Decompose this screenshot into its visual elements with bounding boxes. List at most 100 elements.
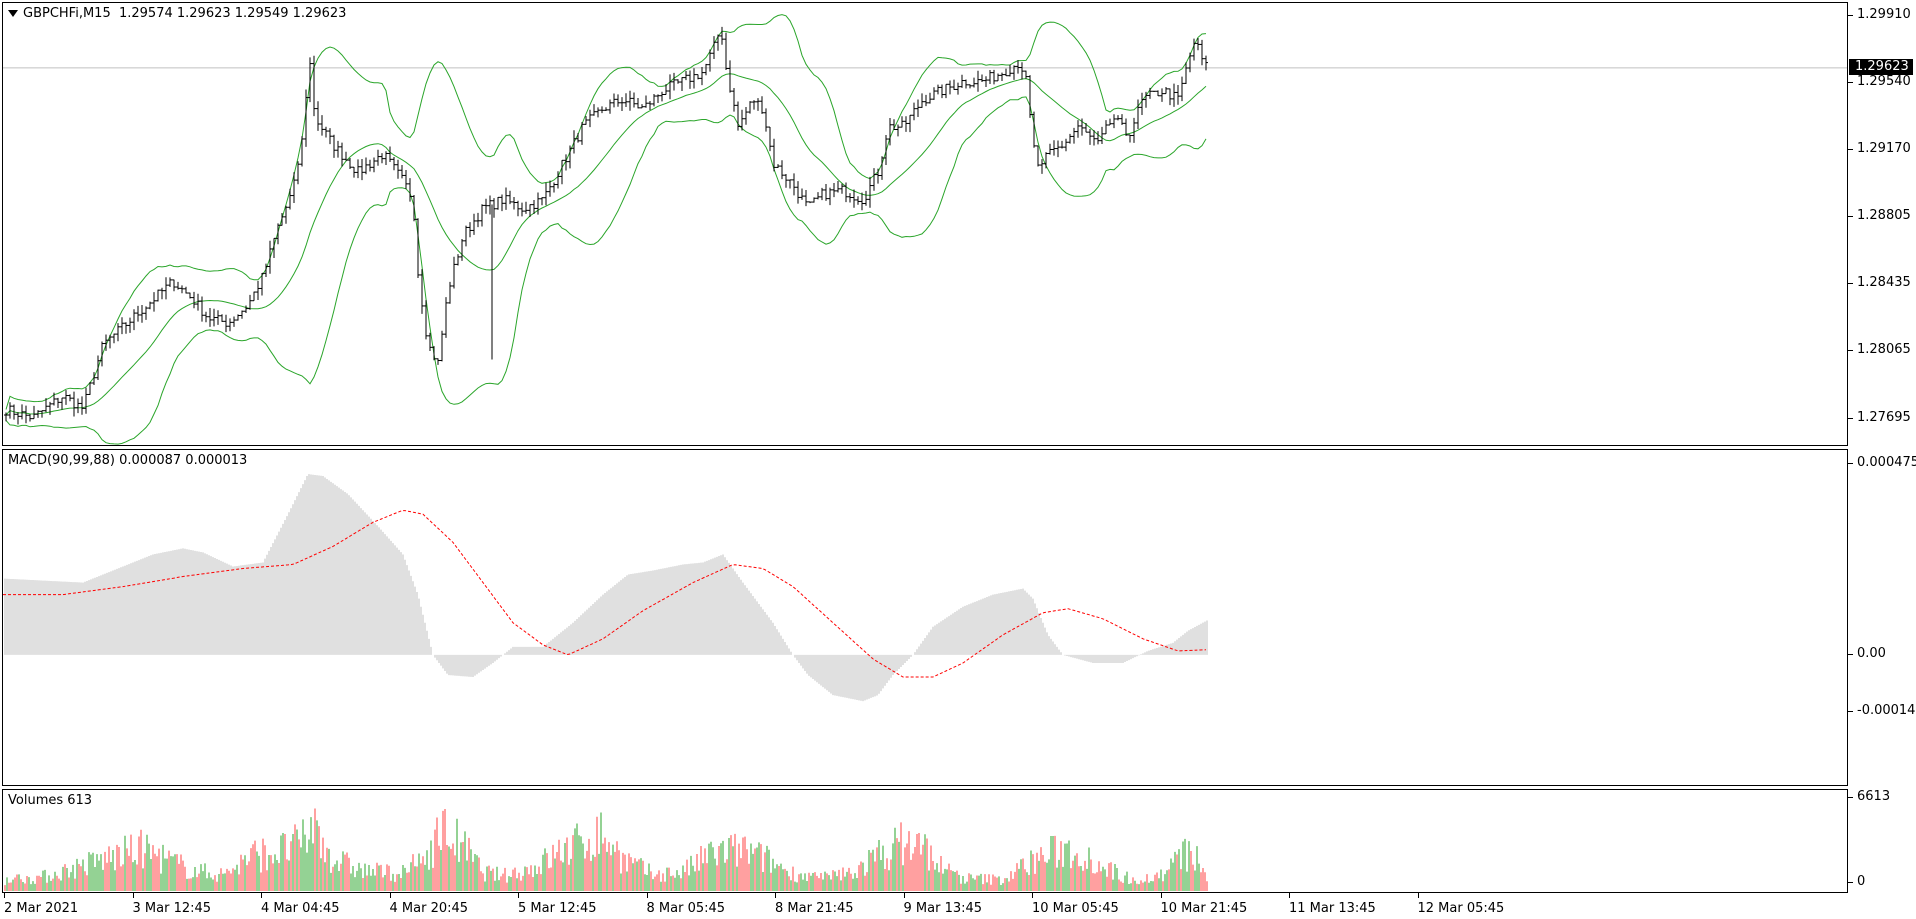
candle xyxy=(596,107,600,118)
candle xyxy=(196,293,200,311)
candle xyxy=(288,188,292,210)
candle xyxy=(984,76,988,87)
candle xyxy=(844,182,848,203)
candle xyxy=(508,190,512,205)
candle xyxy=(536,192,540,215)
candle xyxy=(604,107,608,111)
volume-pane[interactable]: Volumes 613 xyxy=(2,789,1848,893)
price-axis[interactable]: 1.29910 1.29540 1.29170 1.28805 1.28435 1.280… xyxy=(1847,2,1916,446)
candle xyxy=(592,104,596,116)
time-axis-label: 9 Mar 13:45 xyxy=(903,901,983,916)
candle xyxy=(504,187,508,210)
time-axis[interactable]: 2 Mar 2021 3 Mar 12:45 4 Mar 04:45 4 Mar 20… xyxy=(2,893,1848,919)
candle xyxy=(452,256,456,289)
candle xyxy=(704,63,708,76)
candle xyxy=(244,305,248,314)
candle xyxy=(304,89,308,147)
candle xyxy=(988,70,992,85)
candle xyxy=(80,396,84,415)
candle xyxy=(136,305,140,322)
candle xyxy=(772,138,776,172)
ohlc-readout: 1.29574 1.29623 1.29549 1.29623 xyxy=(118,6,347,21)
candle xyxy=(292,172,296,203)
candle xyxy=(240,310,244,319)
candle xyxy=(880,156,884,180)
candle xyxy=(8,402,12,419)
volume-canvas[interactable] xyxy=(3,790,1847,892)
dropdown-triangle-icon[interactable] xyxy=(8,10,18,17)
candle xyxy=(804,189,808,207)
candle xyxy=(556,171,560,189)
candle xyxy=(392,157,396,171)
candle xyxy=(584,116,588,125)
candle xyxy=(600,106,604,114)
macd-axis[interactable]: 0.000475 0.00 -0.000142 xyxy=(1847,449,1916,786)
candle xyxy=(884,135,888,165)
volume-axis[interactable]: 6613 0 xyxy=(1847,789,1916,893)
price-pane-header: GBPCHFi,M15 1.29574 1.29623 1.29549 1.29… xyxy=(8,6,346,21)
candle xyxy=(296,161,300,185)
candle xyxy=(996,73,1000,82)
candle xyxy=(436,358,440,365)
candle xyxy=(496,196,500,210)
candle xyxy=(208,307,212,327)
candle xyxy=(1044,152,1048,169)
price-axis-label: 1.28435 xyxy=(1857,275,1911,291)
candle xyxy=(1128,134,1132,143)
candle xyxy=(724,32,728,70)
candle xyxy=(144,306,148,320)
time-axis-label: 12 Mar 05:45 xyxy=(1417,901,1505,916)
time-axis-label: 4 Mar 04:45 xyxy=(261,901,340,916)
candle xyxy=(36,410,40,418)
candle xyxy=(40,410,44,418)
bollinger-upper xyxy=(5,14,1207,410)
candle xyxy=(664,84,668,96)
price-chart-pane[interactable]: GBPCHFi,M15 1.29574 1.29623 1.29549 1.29… xyxy=(2,2,1848,446)
candle xyxy=(128,317,132,333)
candle xyxy=(888,117,892,146)
candle xyxy=(576,133,580,143)
candle xyxy=(88,382,92,395)
macd-pane[interactable]: MACD(90,99,88) 0.000087 0.000013 xyxy=(2,449,1848,786)
candle xyxy=(476,212,480,228)
candle xyxy=(168,277,172,287)
candle xyxy=(488,195,492,215)
price-axis-label: 1.29540 xyxy=(1857,74,1911,90)
candle xyxy=(256,280,260,300)
macd-canvas[interactable] xyxy=(3,450,1847,785)
candle xyxy=(172,279,176,292)
candle xyxy=(816,192,820,200)
candle xyxy=(912,102,916,121)
candle xyxy=(1136,99,1140,130)
time-axis-label: 11 Mar 13:45 xyxy=(1289,901,1376,916)
candle xyxy=(716,34,720,51)
candle xyxy=(944,83,948,99)
candle xyxy=(968,84,972,89)
candle xyxy=(720,26,724,45)
candle xyxy=(308,57,312,103)
candle xyxy=(824,183,828,201)
price-chart-canvas[interactable] xyxy=(3,3,1847,445)
candle xyxy=(564,154,568,171)
candle xyxy=(1076,120,1080,138)
candle xyxy=(620,97,624,111)
candle xyxy=(744,107,748,125)
candle xyxy=(500,194,504,212)
candle xyxy=(524,201,528,214)
candle xyxy=(132,309,136,331)
candle xyxy=(1144,91,1148,108)
candle xyxy=(52,392,56,406)
candle xyxy=(900,116,904,128)
candle xyxy=(632,92,636,108)
candle xyxy=(156,289,160,302)
volume-label: Volumes 613 xyxy=(8,793,93,808)
candles xyxy=(4,26,1208,425)
candle xyxy=(608,99,612,114)
candle xyxy=(896,124,900,137)
candle xyxy=(636,98,640,109)
candle xyxy=(708,49,712,72)
candle xyxy=(336,140,340,158)
candle xyxy=(464,225,468,247)
candle xyxy=(856,196,860,205)
macd-axis-label: -0.000142 xyxy=(1857,703,1916,718)
